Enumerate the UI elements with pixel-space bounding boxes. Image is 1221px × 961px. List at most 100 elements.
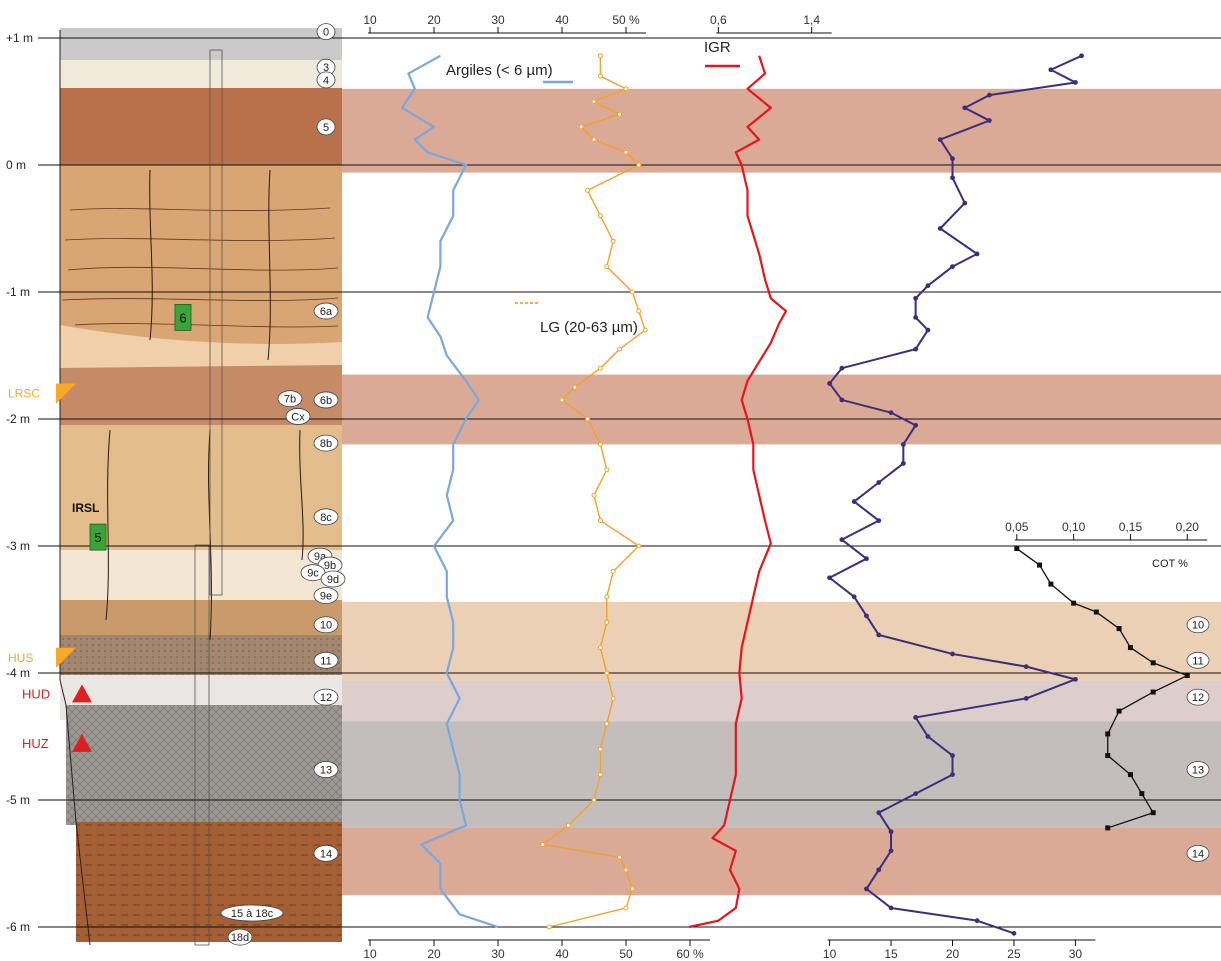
series-loess-point — [591, 492, 597, 498]
unit-bubble — [220, 904, 284, 922]
series-sm-point — [827, 575, 832, 581]
series-sm-point — [913, 315, 919, 320]
bottom-pct-axis-tick-label: 60 % — [676, 947, 704, 961]
series-sm-point — [864, 886, 869, 892]
series-sm-point — [913, 422, 919, 428]
unit-bubble — [227, 928, 253, 946]
series-sm-point — [839, 537, 845, 543]
series-cot-point — [1150, 689, 1156, 695]
series-sm-point — [986, 118, 992, 123]
series-sm-point — [876, 810, 882, 816]
series-loess-point — [597, 441, 603, 447]
layer-10 — [60, 600, 342, 635]
series-loess-point — [597, 645, 603, 651]
series-loess-point — [591, 99, 597, 104]
inset-cot-label: COT % — [1152, 558, 1188, 570]
series-sm-point — [851, 594, 857, 600]
series-loess-point — [565, 822, 571, 828]
series-sm-point — [1079, 53, 1084, 59]
marker-red-label: HUZ — [22, 736, 49, 751]
irsl-label: IRSL — [72, 501, 99, 515]
series-loess-point — [572, 384, 578, 390]
unit-label: 11 — [320, 655, 331, 667]
bottom-right-axis-tick-label: 30 — [1069, 947, 1083, 961]
depth-label: +1 m — [6, 31, 33, 45]
series-cot-point — [1150, 810, 1156, 816]
section-outline — [59, 30, 91, 946]
marker-green-box — [174, 303, 192, 331]
unit-bubble — [313, 844, 339, 862]
series-sm-point — [1048, 67, 1054, 73]
series-loess-point — [585, 416, 591, 422]
marker-orange-triangle — [56, 647, 76, 668]
unit-bubble-right — [1186, 651, 1210, 669]
unit-label: 12 — [320, 692, 332, 704]
series-sm-point — [950, 753, 955, 758]
layer-3-4 — [60, 60, 342, 88]
series-loess-point — [597, 772, 603, 778]
bottom-right-axis-tick-label: 15 — [884, 947, 898, 961]
series-sm-point — [900, 461, 906, 466]
band-5 — [342, 721, 1221, 828]
layer-13-hatch — [66, 705, 342, 825]
legend-loess-label: LG (20-63 µm) — [540, 319, 638, 336]
unit-label: 9e — [320, 591, 332, 603]
series-loess-point — [642, 327, 648, 333]
series-cot-point — [1037, 562, 1043, 568]
series-sm-point — [900, 442, 906, 447]
unit-bubble — [316, 118, 336, 136]
band-1 — [342, 374, 1221, 445]
unit-label: 8c — [320, 512, 332, 524]
depth-label: -4 m — [6, 666, 30, 680]
series-sm-point — [925, 327, 931, 333]
series-loess-point — [610, 695, 616, 701]
series-sm-point — [1023, 696, 1029, 701]
unit-label: 9d — [327, 574, 339, 586]
band-4 — [342, 680, 1221, 722]
series-sm-point — [950, 264, 955, 269]
unit-label: Cx — [291, 411, 305, 423]
unit-label: 6a — [320, 306, 333, 318]
unit-bubble-right — [1186, 616, 1210, 634]
ladder-upper — [209, 49, 223, 596]
layer-11-dots — [60, 635, 342, 675]
unit-label: 10 — [320, 620, 332, 632]
series-cot-point — [1093, 609, 1099, 615]
series-sm-point — [864, 556, 869, 562]
unit-bubble — [285, 408, 311, 425]
bottom-right-axis-tick-label: 25 — [1007, 947, 1021, 961]
unit-label: 9b — [324, 560, 336, 572]
series-sm-point — [876, 867, 882, 873]
unit-bubble — [313, 508, 339, 526]
series-loess-point — [604, 264, 610, 270]
band-3 — [342, 634, 1221, 681]
unit-label: 5 — [323, 122, 329, 134]
top-pct-axis-tick-label: 20 — [427, 13, 441, 27]
depth-label: -5 m — [6, 793, 30, 807]
series-cot-point — [1116, 708, 1122, 714]
series-loess-point — [546, 924, 552, 930]
series-sm-point — [876, 480, 882, 485]
series-loess-point — [597, 73, 603, 79]
marker-green-box — [89, 523, 107, 551]
unit-bubble-right — [1186, 688, 1210, 706]
series-cot-point — [1105, 753, 1111, 759]
unit-label: 18d — [231, 932, 249, 944]
series-sm-point — [1073, 676, 1078, 682]
layer-8c — [60, 425, 342, 550]
marker-red-label: HUD — [22, 686, 50, 701]
series-sm-point — [950, 772, 955, 777]
layer-5 — [60, 88, 342, 165]
unit-bubble — [313, 688, 339, 706]
series-sm-point — [888, 410, 894, 416]
unit-label-right: 12 — [1192, 692, 1204, 704]
unit-bubble — [316, 71, 336, 89]
unit-bubble — [316, 23, 336, 41]
bottom-pct-axis-tick-label: 20 — [427, 947, 441, 961]
series-sm-point — [1011, 930, 1017, 936]
series-cot-point — [1105, 731, 1111, 737]
band-6 — [342, 827, 1221, 896]
bottom-pct-axis-tick-label: 40 — [555, 947, 569, 961]
series-loess-point — [617, 346, 623, 352]
